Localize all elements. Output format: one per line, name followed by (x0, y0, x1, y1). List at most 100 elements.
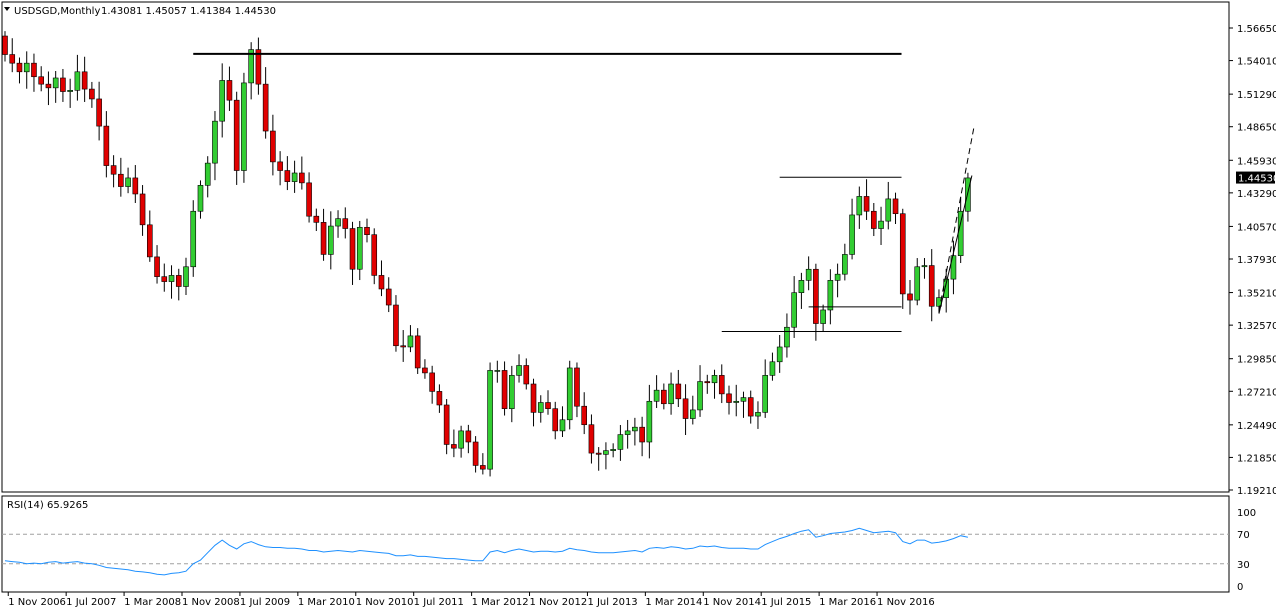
candle-bull (487, 370, 493, 470)
candle-bull (791, 292, 797, 328)
rsi-pane (1, 495, 1230, 593)
candle-bear (675, 383, 682, 400)
candle-bull (950, 255, 957, 280)
candle-bear (110, 165, 117, 175)
candle-bear (313, 215, 320, 223)
time-tick-label: 1 Mar 2014 (645, 597, 702, 608)
candle-bull (356, 226, 363, 270)
candle-bear (139, 193, 146, 226)
candle-bear (277, 161, 283, 171)
candle-bear (899, 213, 906, 295)
candle-bull (241, 82, 247, 171)
candle-bear (595, 452, 602, 455)
price-axis: 1.56650 1.54010 1.51290 1.48650 1.45930 1.432… (1229, 24, 1276, 497)
candle-bear (2, 35, 8, 55)
price-tick-label: 1.21850 (1237, 453, 1276, 464)
candle-bear (813, 268, 819, 324)
candle-bull (610, 449, 616, 451)
candle-bull (834, 273, 841, 281)
time-tick-label: 1 Mar 2016 (819, 597, 876, 608)
candle-bull (508, 375, 515, 409)
candle-bull (668, 383, 674, 405)
candle-bull (183, 266, 189, 287)
rsi-axis-label: 100 (1237, 508, 1256, 519)
candle-bear (726, 393, 732, 403)
candle-bear (928, 265, 935, 307)
time-tick-label: 1 Mar 2012 (472, 597, 529, 608)
candle-bear (422, 367, 428, 374)
candle-bull (74, 71, 81, 91)
candle-bull (784, 326, 790, 348)
trend-line-dashed (938, 127, 975, 312)
candle-bear (306, 182, 312, 217)
price-tick-label: 1.45930 (1237, 156, 1276, 167)
candle-bull (327, 225, 334, 255)
price-tick-label: 1.56650 (1237, 24, 1276, 35)
candle-bear (96, 98, 102, 127)
candle-bear (436, 391, 443, 406)
candle-bull (407, 335, 414, 348)
candle-bear (588, 424, 595, 454)
current-price-box (1236, 171, 1275, 184)
candle-bear (378, 275, 385, 290)
price-tick-label: 1.40570 (1237, 222, 1276, 233)
rsi-levels: 100 70 30 0 (2, 508, 1256, 593)
candle-bear (704, 381, 711, 384)
rsi-axis-label: 0 (1237, 582, 1243, 593)
candle-bull (197, 185, 204, 212)
candle-bear (581, 405, 588, 426)
candle-bear (342, 218, 349, 229)
price-tick-label: 1.24490 (1237, 421, 1276, 432)
ohlc-label: 1.43081 1.45057 1.41384 1.44530 (101, 6, 276, 17)
candle-bull (67, 90, 73, 92)
candle-bear (226, 80, 233, 101)
candle-bull (537, 402, 544, 413)
time-tick-label: 1 Jul 2015 (761, 597, 811, 608)
candle-bear (147, 224, 153, 258)
candle-bull (740, 397, 747, 402)
candle-bear (270, 130, 276, 163)
candle-bull (689, 409, 696, 419)
candle-bear (552, 408, 559, 432)
price-tick-label: 1.35210 (1237, 289, 1276, 300)
time-tick-label: 1 Mar 2010 (298, 597, 355, 608)
candle-bear (45, 83, 52, 89)
candle-bull (168, 275, 175, 282)
candle-bull (914, 266, 921, 301)
candle-bear (60, 77, 66, 92)
candle-bull (827, 280, 834, 311)
candle-bear (639, 426, 645, 443)
rsi-label: RSI(14) 65.9265 (7, 500, 88, 511)
candle-bull (965, 177, 971, 212)
candle-bear (870, 210, 877, 229)
candle-bull (516, 365, 522, 376)
candle-bear (400, 345, 407, 348)
candle-bear (154, 256, 160, 277)
candle-bear (414, 335, 421, 369)
candle-bear (233, 99, 240, 171)
rsi-line-group (4, 527, 969, 576)
menu-triangle-icon[interactable] (4, 7, 10, 11)
candle-bear (530, 383, 537, 413)
time-tick-label: 1 Nov 2006 (8, 597, 66, 608)
candle-bear (349, 228, 356, 270)
candle-bull (617, 434, 624, 450)
candle-bull (820, 309, 826, 324)
candle-bull (559, 419, 566, 432)
candle-bear (465, 430, 472, 443)
time-tick-label: 1 Jul 2007 (66, 597, 116, 608)
price-tick-label: 1.27210 (1237, 387, 1276, 398)
candle-bull (624, 430, 631, 435)
candle-bear (9, 54, 16, 64)
candle-bear (718, 375, 725, 395)
candle-bull (885, 198, 892, 222)
price-pane (1, 1, 1230, 493)
candle-bear (364, 226, 370, 235)
candle-bull (957, 210, 964, 256)
price-tick-label: 1.51290 (1237, 90, 1276, 101)
candle-bear (501, 370, 508, 409)
candle-bear (371, 234, 378, 276)
candle-bull (494, 370, 501, 372)
